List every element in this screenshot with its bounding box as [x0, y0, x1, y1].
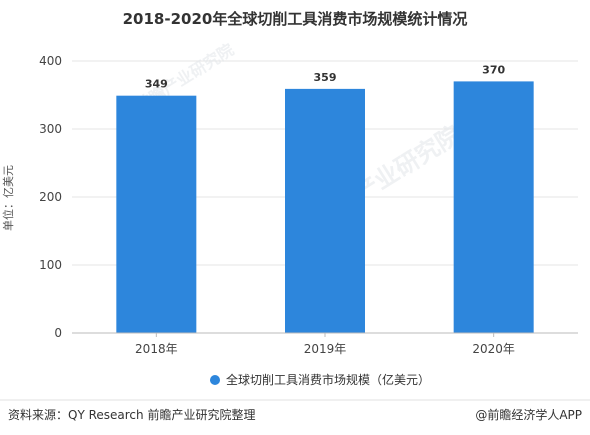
- bar: [285, 88, 365, 333]
- bar: [116, 95, 197, 334]
- legend-marker: [210, 375, 220, 385]
- data-label: 349: [145, 78, 168, 91]
- bars: 349 359 370: [116, 63, 534, 334]
- data-label: 359: [314, 71, 337, 84]
- y-tick-label: 100: [39, 258, 62, 272]
- y-tick-label: 300: [39, 122, 62, 136]
- source-note: 资料来源：QY Research 前瞻产业研究院整理: [8, 407, 255, 422]
- bar: [453, 81, 534, 334]
- x-axis-ticks: 2018年 2019年 2020年: [135, 333, 515, 356]
- y-tick-label: 0: [54, 326, 62, 340]
- brand-note: @前瞻经济学人APP: [475, 407, 582, 422]
- y-tick-label: 200: [39, 190, 62, 204]
- y-axis-ticks: 0 100 200 300 400: [39, 54, 62, 340]
- x-tick-label: 2019年: [304, 342, 347, 356]
- y-tick-label: 400: [39, 54, 62, 68]
- legend: 全球切削工具消费市场规模（亿美元）: [210, 372, 430, 387]
- y-axis-label: 单位：亿美元: [1, 165, 15, 231]
- x-tick-label: 2020年: [472, 342, 515, 356]
- x-tick-label: 2018年: [135, 342, 178, 356]
- data-label: 370: [482, 63, 505, 76]
- legend-label: 全球切削工具消费市场规模（亿美元）: [226, 372, 430, 387]
- chart-title: 2018-2020年全球切削工具消费市场规模统计情况: [123, 10, 468, 28]
